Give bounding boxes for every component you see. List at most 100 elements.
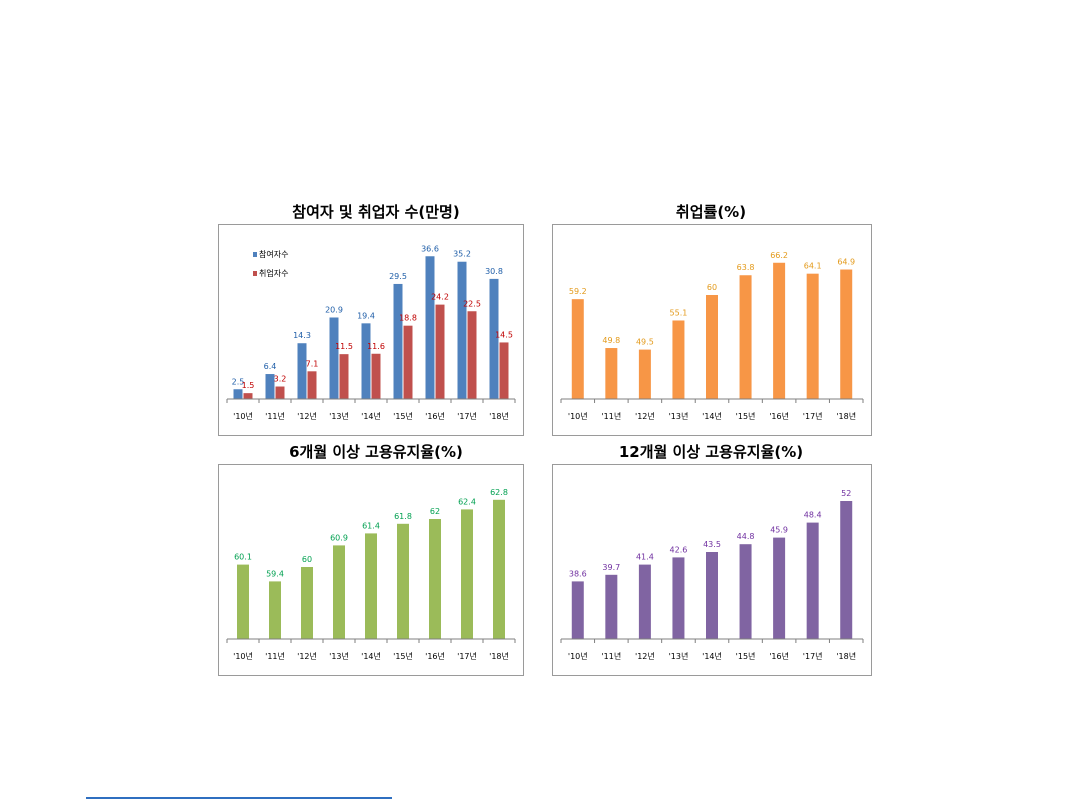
- bar-retention-12m-s0-1: [605, 574, 618, 639]
- x-tick-label-participants-employed-7: '17년: [457, 411, 477, 421]
- bar-participants-employed-s1-0: [243, 393, 253, 399]
- data-label-participants-employed-s0-2: 14.3: [293, 331, 311, 340]
- data-label-participants-employed-s0-6: 36.6: [421, 244, 439, 253]
- x-tick-label-retention-12m-5: '15년: [736, 651, 756, 661]
- bar-retention-12m-s0-4: [706, 552, 718, 639]
- chart-title-employment-rate: 취업률(%): [675, 203, 747, 221]
- data-label-participants-employed-s1-7: 22.5: [463, 299, 481, 308]
- footer-divider: [86, 797, 392, 799]
- x-tick-label-participants-employed-3: '13년: [329, 411, 349, 421]
- x-tick-label-employment-rate-6: '16년: [769, 411, 789, 421]
- data-label-retention-6m-s0-3: 60.9: [330, 533, 348, 542]
- data-label-retention-12m-s0-7: 48.4: [804, 511, 822, 520]
- data-label-participants-employed-s1-6: 24.2: [431, 293, 449, 302]
- data-label-employment-rate-s0-0: 59.2: [569, 287, 587, 296]
- bar-participants-employed-s1-7: [467, 311, 477, 399]
- bar-participants-employed-s0-3: [329, 317, 339, 399]
- bar-participants-employed-s1-1: [275, 386, 285, 399]
- x-tick-label-employment-rate-4: '14년: [702, 411, 722, 421]
- bar-participants-employed-s0-1: [265, 374, 275, 399]
- chart-title-retention-6m: 6개월 이상 고용유지율(%): [289, 443, 463, 461]
- data-label-retention-12m-s0-0: 38.6: [569, 569, 587, 578]
- data-label-participants-employed-s0-4: 19.4: [357, 311, 375, 320]
- data-label-participants-employed-s0-0: 2.5: [232, 377, 245, 386]
- x-tick-label-retention-12m-1: '11년: [601, 651, 621, 661]
- x-tick-label-employment-rate-0: '10년: [568, 411, 588, 421]
- bar-employment-rate-s0-5: [739, 275, 752, 399]
- bar-participants-employed-s1-3: [339, 354, 349, 399]
- data-label-retention-12m-s0-8: 52: [841, 489, 851, 498]
- data-label-employment-rate-s0-7: 64.1: [804, 262, 822, 271]
- bar-employment-rate-s0-1: [605, 348, 618, 399]
- x-tick-label-participants-employed-0: '10년: [233, 411, 253, 421]
- x-tick-label-employment-rate-3: '13년: [669, 411, 689, 421]
- x-tick-label-retention-6m-3: '13년: [329, 651, 349, 661]
- data-label-participants-employed-s1-5: 18.8: [399, 314, 417, 323]
- chart-employment-rate: 59.2 49.8 49.5 55.1 60 63.8 66.2 64.1 64.9 '10년 '1…: [560, 251, 864, 421]
- data-label-participants-employed-s0-1: 6.4: [264, 362, 277, 371]
- x-tick-label-employment-rate-1: '11년: [601, 411, 621, 421]
- chart-retention-6m: 60.1 59.4 60 60.9 61.4 61.8 62 62.4 62.8 '10년 '11년…: [226, 488, 516, 661]
- bar-employment-rate-s0-4: [706, 295, 718, 399]
- x-tick-label-retention-12m-8: '18년: [836, 651, 856, 661]
- bar-retention-12m-s0-6: [773, 537, 786, 639]
- bar-participants-employed-s0-0: [233, 389, 243, 399]
- x-tick-label-participants-employed-8: '18년: [489, 411, 509, 421]
- bar-employment-rate-s0-3: [672, 320, 685, 399]
- data-label-retention-6m-s0-2: 60: [302, 555, 312, 564]
- bar-retention-6m-s0-0: [237, 564, 249, 639]
- bar-retention-12m-s0-8: [840, 501, 853, 639]
- bar-retention-6m-s0-8: [493, 499, 505, 639]
- data-label-retention-6m-s0-6: 62: [430, 507, 440, 516]
- legend-swatch-participants-employed-0: [253, 252, 257, 257]
- bar-participants-employed-s0-7: [457, 261, 467, 399]
- x-tick-label-participants-employed-6: '16년: [425, 411, 445, 421]
- bar-retention-6m-s0-3: [333, 545, 345, 639]
- bar-retention-6m-s0-6: [429, 519, 441, 639]
- x-tick-label-employment-rate-8: '18년: [836, 411, 856, 421]
- bar-employment-rate-s0-6: [773, 262, 786, 399]
- data-label-retention-6m-s0-4: 61.4: [362, 521, 380, 530]
- x-tick-label-retention-12m-2: '12년: [635, 651, 655, 661]
- x-tick-label-retention-12m-3: '13년: [669, 651, 689, 661]
- x-tick-label-retention-12m-4: '14년: [702, 651, 722, 661]
- chart-panel-retention-12m: 38.6 39.7 41.4 42.6 43.5 44.8 45.9 48.4 52 '10년 '1…: [552, 464, 872, 676]
- bar-participants-employed-s0-2: [297, 343, 307, 399]
- data-label-retention-12m-s0-5: 44.8: [737, 532, 755, 541]
- data-label-retention-12m-s0-6: 45.9: [770, 526, 788, 535]
- bar-employment-rate-s0-0: [571, 299, 584, 399]
- data-label-participants-employed-s1-2: 7.1: [306, 359, 319, 368]
- chart-panel-participants: 2.5 6.4 14.3 20.9 19.4 29.5 36.6 35.2 30.8 1.5 3.2…: [218, 224, 524, 436]
- legend-swatch-participants-employed-1: [253, 271, 257, 276]
- x-tick-label-retention-6m-2: '12년: [297, 651, 317, 661]
- data-label-retention-6m-s0-5: 61.8: [394, 512, 412, 521]
- bar-retention-6m-s0-7: [461, 509, 473, 639]
- legend-label-participants-employed-1: 취업자수: [259, 269, 288, 278]
- data-label-employment-rate-s0-2: 49.5: [636, 338, 654, 347]
- x-tick-label-retention-12m-6: '16년: [769, 651, 789, 661]
- data-label-participants-employed-s0-7: 35.2: [453, 250, 471, 259]
- data-label-employment-rate-s0-5: 63.8: [737, 263, 755, 272]
- bar-employment-rate-s0-2: [638, 349, 651, 399]
- x-tick-label-retention-6m-8: '18년: [489, 651, 509, 661]
- bar-participants-employed-s1-8: [499, 342, 509, 399]
- data-label-participants-employed-s0-5: 29.5: [389, 272, 407, 281]
- chart-title-retention-12m: 12개월 이상 고용유지율(%): [618, 443, 804, 461]
- chart-panel-retention-6m: 60.1 59.4 60 60.9 61.4 61.8 62 62.4 62.8 '10년 '11년…: [218, 464, 524, 676]
- bar-participants-employed-s1-6: [435, 304, 445, 399]
- bar-retention-6m-s0-1: [269, 581, 281, 639]
- data-label-retention-12m-s0-4: 43.5: [703, 540, 721, 549]
- x-tick-label-retention-6m-7: '17년: [457, 651, 477, 661]
- x-tick-label-retention-6m-4: '14년: [361, 651, 381, 661]
- data-label-employment-rate-s0-4: 60: [707, 283, 717, 292]
- data-label-retention-12m-s0-1: 39.7: [602, 563, 620, 572]
- x-tick-label-retention-12m-7: '17년: [803, 651, 823, 661]
- bar-retention-6m-s0-2: [301, 567, 313, 639]
- data-label-employment-rate-s0-6: 66.2: [770, 251, 788, 260]
- legend-label-participants-employed-0: 참여자수: [259, 249, 288, 259]
- data-label-employment-rate-s0-8: 64.9: [837, 258, 855, 267]
- data-label-retention-6m-s0-7: 62.4: [458, 497, 476, 506]
- chart-panel-employment-rate: 59.2 49.8 49.5 55.1 60 63.8 66.2 64.1 64.9 '10년 '1…: [552, 224, 872, 436]
- data-label-participants-employed-s0-8: 30.8: [485, 267, 503, 276]
- data-label-participants-employed-s1-1: 3.2: [274, 375, 287, 384]
